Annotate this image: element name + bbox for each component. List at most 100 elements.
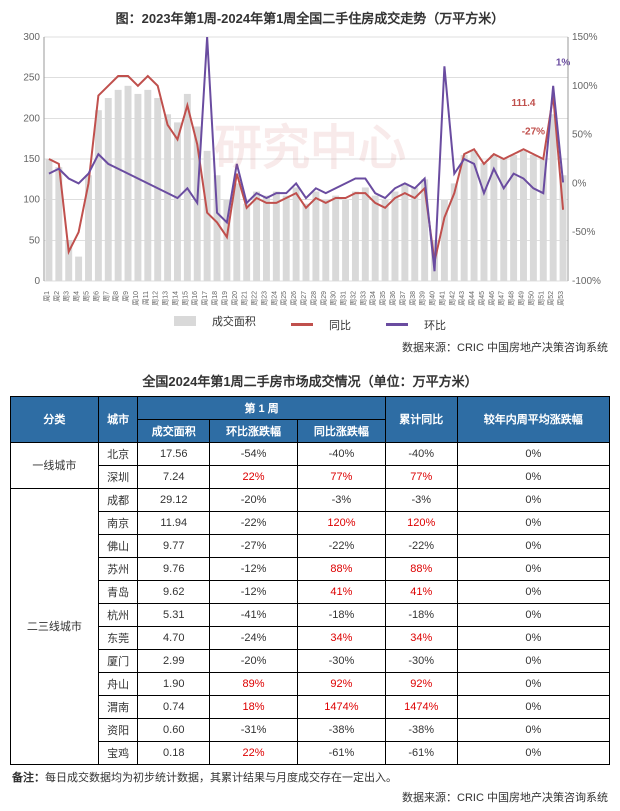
cell-yoy: 1474% — [298, 695, 386, 718]
chart-container: 研究中心 050100150200250300-100%-50%0%50%100… — [10, 31, 610, 311]
table-row: 杭州5.31-41%-18%-18%0% — [11, 603, 610, 626]
cell-city: 成都 — [98, 488, 138, 511]
cell-avg: 0% — [457, 672, 609, 695]
cell-city: 苏州 — [98, 557, 138, 580]
cell-area: 5.31 — [138, 603, 210, 626]
svg-text:周42: 周42 — [448, 291, 456, 306]
svg-text:周28: 周28 — [310, 291, 318, 306]
cell-cum: 1474% — [385, 695, 457, 718]
cell-cum: -18% — [385, 603, 457, 626]
chart-title: 图：2023年第1周-2024年第1周全国二手住房成交走势（万平方米） — [0, 0, 620, 31]
cell-avg: 0% — [457, 465, 609, 488]
th-yoy: 同比涨跌幅 — [298, 419, 386, 442]
group-label: 一线城市 — [11, 442, 99, 488]
cell-yoy: 88% — [298, 557, 386, 580]
svg-text:100%: 100% — [572, 81, 598, 92]
cell-mom: -54% — [210, 442, 298, 465]
svg-text:周13: 周13 — [162, 291, 170, 306]
svg-text:周32: 周32 — [349, 291, 357, 306]
data-table: 分类 城市 第 1 周 累计同比 较年内周平均涨跌幅 成交面积 环比涨跌幅 同比… — [10, 396, 610, 765]
svg-text:周37: 周37 — [399, 291, 407, 306]
svg-text:周27: 周27 — [300, 291, 308, 306]
cell-avg: 0% — [457, 557, 609, 580]
svg-text:周43: 周43 — [458, 291, 466, 306]
cell-cum: -30% — [385, 649, 457, 672]
cell-yoy: -38% — [298, 718, 386, 741]
th-week: 第 1 周 — [138, 396, 385, 419]
cell-mom: 89% — [210, 672, 298, 695]
cell-area: 2.99 — [138, 649, 210, 672]
svg-text:周20: 周20 — [231, 291, 239, 306]
table-row: 渭南0.7418%1474%1474%0% — [11, 695, 610, 718]
cell-area: 9.62 — [138, 580, 210, 603]
svg-text:周11: 周11 — [142, 291, 150, 305]
svg-text:150%: 150% — [572, 32, 598, 43]
note-label: 备注： — [12, 772, 45, 784]
cell-mom: -12% — [210, 580, 298, 603]
cell-yoy: 77% — [298, 465, 386, 488]
svg-text:0: 0 — [34, 276, 40, 287]
svg-text:周52: 周52 — [547, 291, 555, 306]
svg-text:周25: 周25 — [280, 291, 288, 306]
svg-text:周45: 周45 — [478, 291, 486, 306]
th-mom: 环比涨跌幅 — [210, 419, 298, 442]
cell-area: 0.74 — [138, 695, 210, 718]
cell-yoy: -61% — [298, 741, 386, 764]
cell-area: 0.60 — [138, 718, 210, 741]
th-cat: 分类 — [11, 396, 99, 442]
svg-text:周24: 周24 — [270, 291, 278, 306]
svg-text:周12: 周12 — [152, 291, 160, 306]
svg-text:周30: 周30 — [330, 291, 338, 306]
table-row: 苏州9.76-12%88%88%0% — [11, 557, 610, 580]
svg-text:100: 100 — [23, 195, 40, 206]
svg-text:周49: 周49 — [518, 291, 526, 306]
th-cum: 累计同比 — [385, 396, 457, 442]
cell-area: 17.56 — [138, 442, 210, 465]
cell-cum: -61% — [385, 741, 457, 764]
table-row: 一线城市北京17.56-54%-40%-40%0% — [11, 442, 610, 465]
cell-city: 杭州 — [98, 603, 138, 626]
cell-mom: -31% — [210, 718, 298, 741]
svg-text:150: 150 — [23, 154, 40, 165]
cell-yoy: -30% — [298, 649, 386, 672]
cell-cum: -38% — [385, 718, 457, 741]
cell-city: 东莞 — [98, 626, 138, 649]
svg-text:周26: 周26 — [290, 291, 298, 306]
cell-city: 南京 — [98, 511, 138, 534]
svg-text:周31: 周31 — [340, 291, 348, 306]
cell-avg: 0% — [457, 534, 609, 557]
cell-city: 资阳 — [98, 718, 138, 741]
cell-city: 深圳 — [98, 465, 138, 488]
cell-avg: 0% — [457, 649, 609, 672]
cell-cum: 77% — [385, 465, 457, 488]
svg-text:周33: 周33 — [359, 291, 367, 306]
cell-cum: 41% — [385, 580, 457, 603]
svg-text:周6: 周6 — [92, 291, 100, 302]
svg-text:周2: 周2 — [53, 291, 61, 302]
cell-cum: 34% — [385, 626, 457, 649]
svg-text:周41: 周41 — [438, 291, 446, 306]
svg-text:周21: 周21 — [241, 291, 249, 306]
svg-text:-27%: -27% — [522, 127, 545, 138]
table-row: 东莞4.70-24%34%34%0% — [11, 626, 610, 649]
cell-mom: -20% — [210, 649, 298, 672]
svg-text:周48: 周48 — [508, 291, 516, 306]
cell-cum: -40% — [385, 442, 457, 465]
svg-text:周47: 周47 — [498, 291, 506, 306]
table-row: 宝鸡0.1822%-61%-61%0% — [11, 741, 610, 764]
svg-text:周5: 周5 — [82, 291, 90, 302]
cell-cum: 88% — [385, 557, 457, 580]
svg-text:周7: 周7 — [102, 291, 110, 302]
svg-text:周50: 周50 — [527, 291, 535, 306]
svg-text:周40: 周40 — [429, 291, 437, 306]
cell-area: 4.70 — [138, 626, 210, 649]
cell-avg: 0% — [457, 626, 609, 649]
cell-mom: -12% — [210, 557, 298, 580]
svg-text:周8: 周8 — [112, 291, 120, 302]
cell-city: 厦门 — [98, 649, 138, 672]
svg-text:300: 300 — [23, 32, 40, 43]
table-row: 深圳7.2422%77%77%0% — [11, 465, 610, 488]
chart-legend: 成交面积 同比 环比 — [0, 311, 620, 337]
cell-avg: 0% — [457, 695, 609, 718]
cell-yoy: -18% — [298, 603, 386, 626]
